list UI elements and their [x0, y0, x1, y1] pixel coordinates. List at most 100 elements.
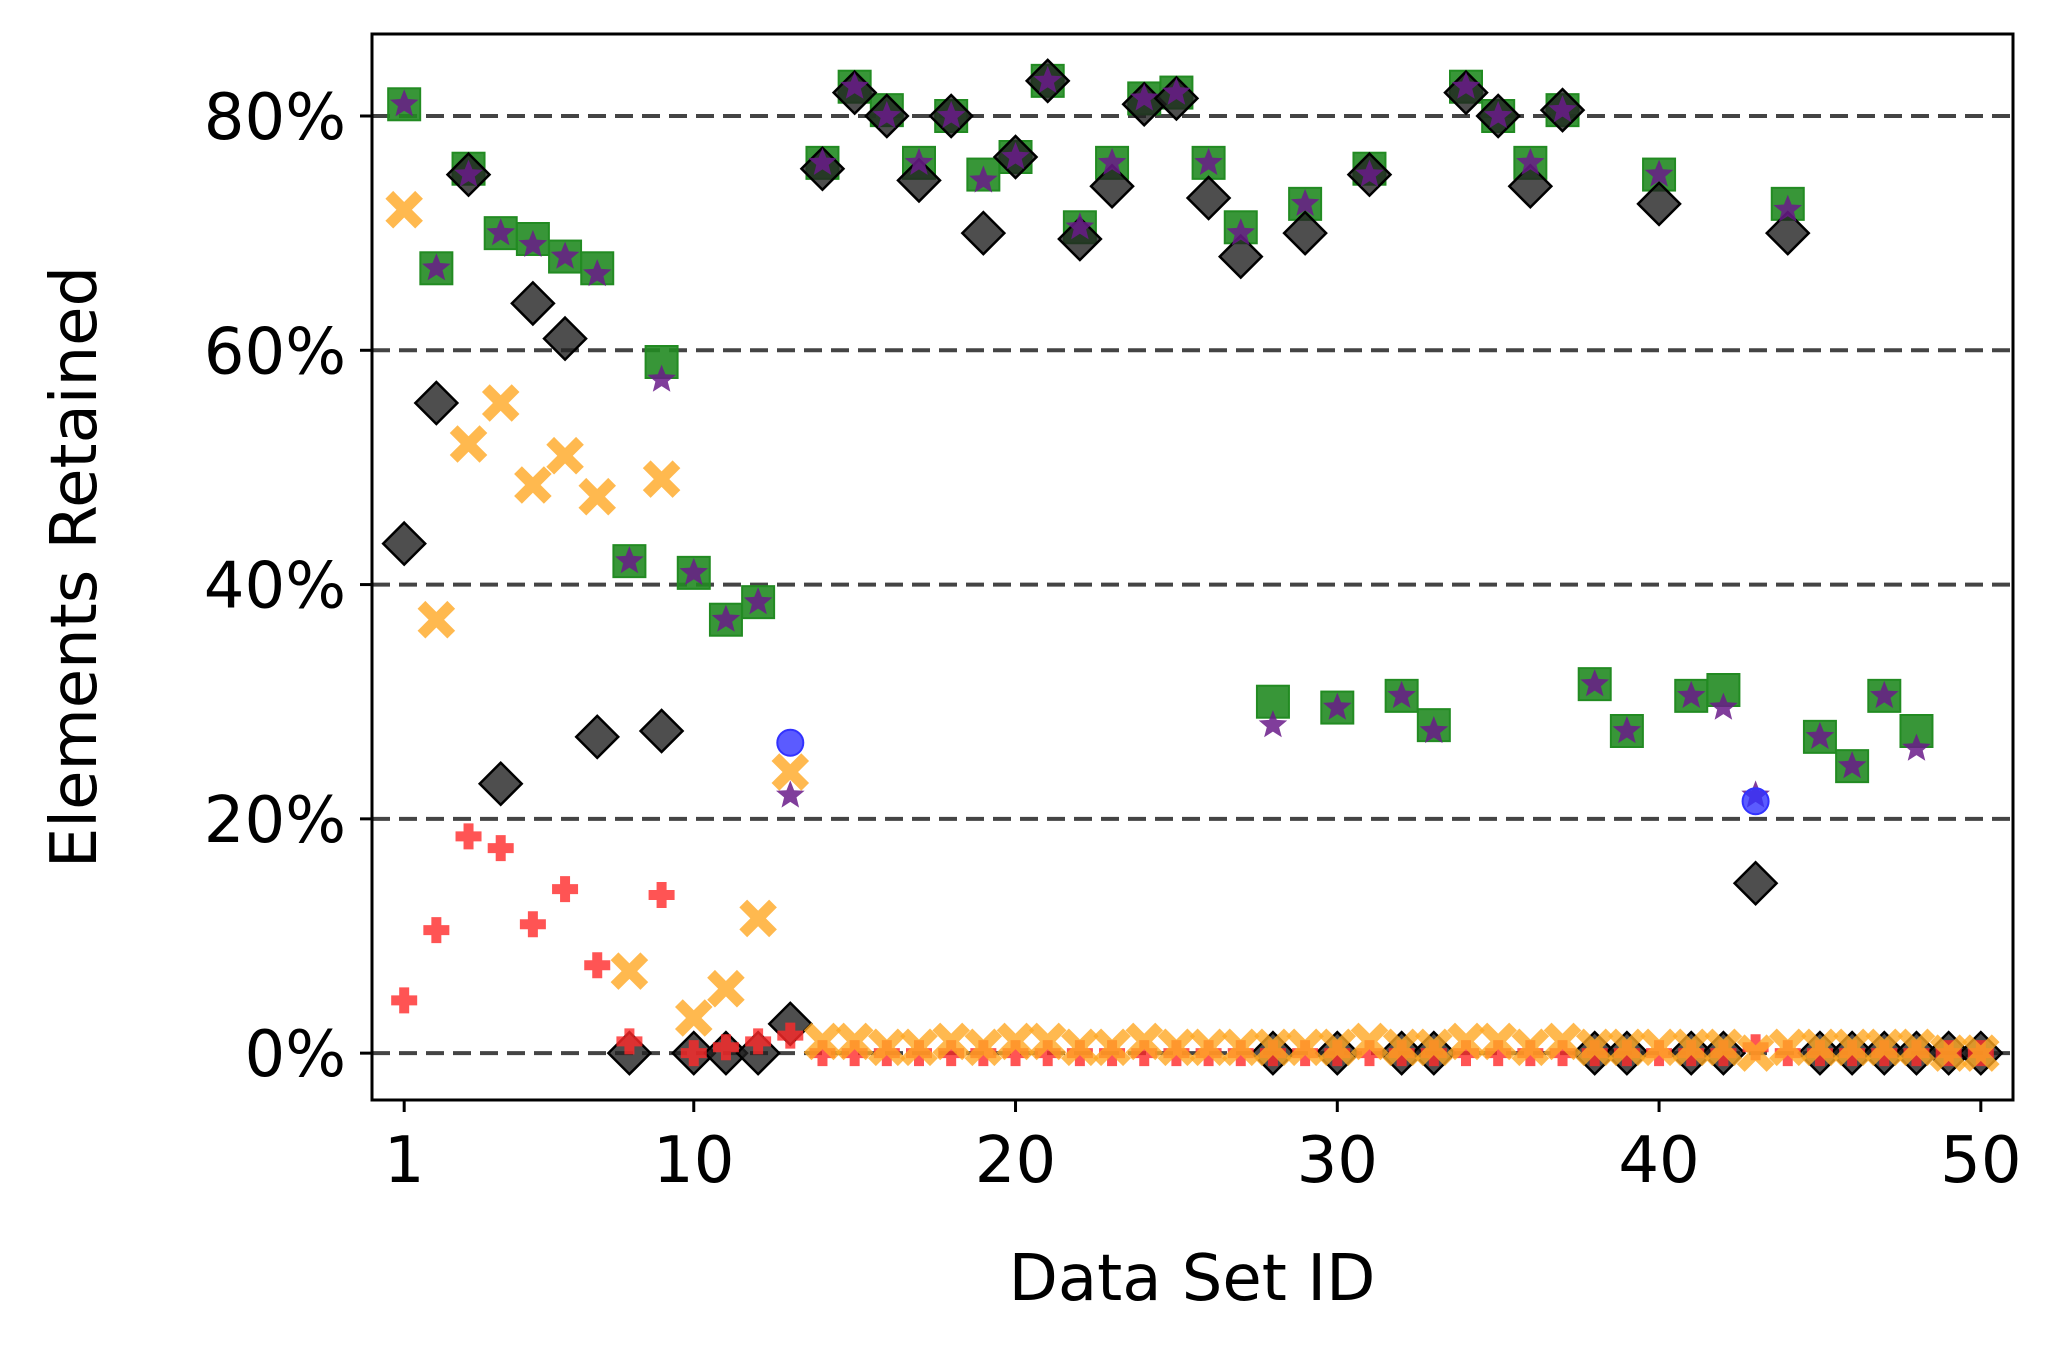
red-plus-point	[777, 1022, 804, 1049]
orange-x-point	[1897, 1028, 1936, 1067]
orange-x-point-stroke	[1672, 1028, 1711, 1067]
purple-star-point	[615, 546, 644, 574]
data-points	[381, 58, 2004, 1076]
orange-x-point-stroke	[1028, 1022, 1067, 1061]
orange-x-point-stroke	[1350, 1022, 1389, 1061]
orange-x-point	[1318, 1028, 1357, 1067]
red-plus-point	[648, 882, 675, 908]
blue-circle-point	[776, 728, 805, 757]
purple-star-point	[583, 259, 612, 287]
axis-ticks: 0% 20% 40% 60% 80% 1 10 20 30 40 50	[204, 81, 2022, 1198]
orange-x-point-stroke	[964, 1028, 1003, 1067]
orange-x-point	[707, 969, 745, 1008]
purple-star-point	[1677, 680, 1706, 708]
black-diamond-point	[381, 520, 427, 567]
purple-star-point	[1033, 65, 1062, 93]
orange-x-point	[900, 1028, 938, 1067]
purple-star-point	[1870, 680, 1899, 708]
orange-x-point-stroke	[417, 600, 456, 639]
purple-star-point	[1355, 159, 1384, 187]
orange-x-point	[385, 190, 423, 229]
black-diamond-point	[1732, 860, 1779, 907]
black-diamond-point	[1282, 210, 1328, 256]
purple-star-point	[1226, 218, 1255, 246]
purple-star-point	[1483, 101, 1513, 129]
y-tick-label: 20%	[204, 784, 346, 858]
black-diamond-point	[477, 760, 524, 807]
purple-star-point	[776, 780, 805, 808]
purple-star-point	[1516, 147, 1545, 175]
red-plus-point	[455, 823, 482, 850]
purple-star-point	[808, 147, 837, 175]
red-plus-point	[745, 1028, 772, 1055]
orange-x-point-stroke	[546, 436, 584, 475]
y-tick-label: 80%	[204, 81, 346, 155]
orange-x-point-stroke	[1704, 1028, 1743, 1067]
red-plus-point	[616, 1028, 643, 1055]
orange-x-point-stroke	[1736, 1034, 1775, 1072]
orange-x-point-stroke	[1093, 1028, 1131, 1067]
orange-x-point	[1061, 1028, 1099, 1067]
black-diamond-point	[574, 714, 621, 760]
purple-star-point	[872, 101, 902, 129]
orange-x-point	[674, 999, 713, 1037]
purple-star-point	[1097, 147, 1127, 175]
orange-x-point	[1962, 1034, 2000, 1072]
orange-x-point	[932, 1022, 970, 1061]
orange-x-point	[642, 460, 681, 498]
purple-star-point	[840, 71, 869, 99]
orange-x-point	[1350, 1022, 1389, 1061]
blue-circle-point	[1741, 787, 1770, 816]
purple-star-point	[1644, 159, 1674, 187]
purple-star-point	[1162, 77, 1191, 105]
x-tick-label: 1	[384, 1124, 425, 1198]
purple-star-point	[1258, 710, 1288, 738]
orange-x-point-stroke	[385, 190, 423, 229]
orange-x-point-stroke	[1511, 1028, 1550, 1067]
orange-x-point	[1704, 1028, 1743, 1067]
orange-x-point	[417, 600, 456, 639]
orange-x-point	[1093, 1028, 1131, 1067]
orange-x-point-stroke	[1318, 1028, 1357, 1067]
orange-x-point	[1157, 1028, 1196, 1067]
purple-star-point	[936, 101, 966, 129]
black-diamond-point	[413, 380, 460, 426]
orange-x-point	[578, 477, 617, 516]
orange-x-point	[835, 1022, 874, 1061]
orange-x-point-stroke	[1865, 1028, 1904, 1067]
purple-star-point	[743, 587, 773, 615]
black-diamond-point	[1217, 233, 1264, 280]
orange-x-point	[1447, 1022, 1485, 1061]
purple-star-point	[1323, 692, 1352, 720]
y-tick-label: 60%	[204, 315, 346, 389]
orange-x-point-stroke	[835, 1022, 874, 1061]
orange-x-point	[546, 436, 584, 475]
orange-x-point	[996, 1022, 1035, 1061]
purple-star-point	[711, 604, 741, 632]
orange-x-point	[1511, 1028, 1550, 1067]
orange-x-point-stroke	[1189, 1028, 1228, 1067]
red-plus-point	[519, 911, 546, 938]
red-plus-point	[423, 917, 450, 944]
orange-x-point	[964, 1028, 1003, 1067]
black-diamond-point	[1089, 163, 1135, 210]
purple-star-point	[1451, 71, 1481, 99]
orange-x-point-stroke	[771, 753, 810, 791]
orange-x-point-stroke	[1962, 1034, 2000, 1072]
purple-star-point	[1387, 680, 1416, 708]
orange-x-point	[1768, 1028, 1807, 1067]
black-diamond-point	[1507, 163, 1554, 210]
orange-x-point-stroke	[1608, 1028, 1646, 1067]
orange-x-point-stroke	[1768, 1028, 1807, 1067]
purple-star-point	[454, 159, 483, 187]
orange-x-point-stroke	[449, 425, 488, 463]
orange-x-point-stroke	[900, 1028, 938, 1067]
orange-x-point-stroke	[707, 969, 745, 1008]
orange-x-point	[868, 1028, 906, 1067]
red-plus-point	[552, 876, 579, 903]
purple-star-point	[1001, 142, 1030, 170]
orange-x-point-stroke	[1254, 1028, 1292, 1067]
purple-star-point	[1419, 716, 1449, 744]
orange-x-point-stroke	[1125, 1022, 1164, 1061]
purple-star-point	[1837, 751, 1867, 779]
